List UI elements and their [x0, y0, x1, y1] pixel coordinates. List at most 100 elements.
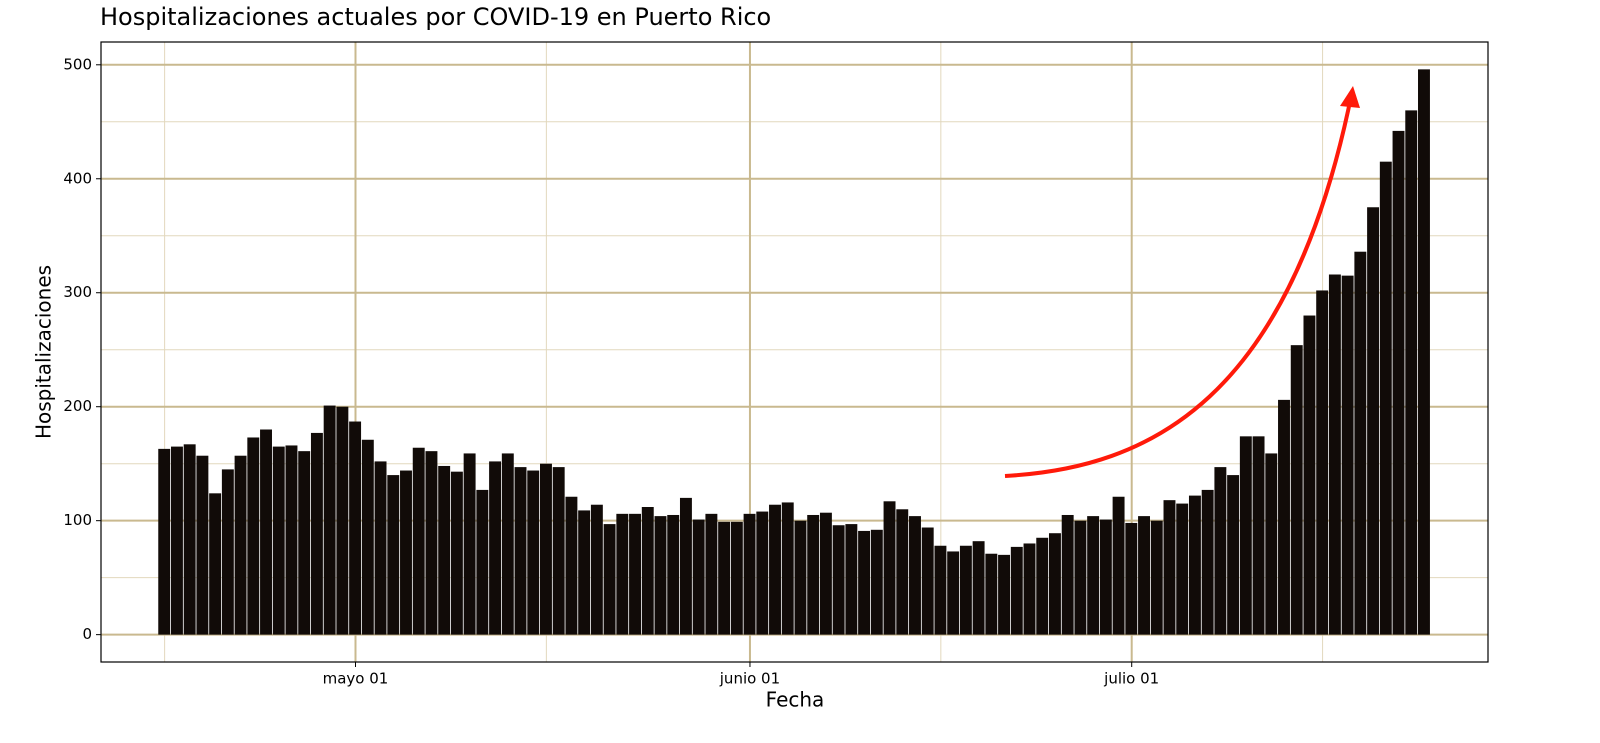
x-tick-label: julio 01 — [1103, 670, 1159, 688]
bar — [743, 513, 756, 635]
bar — [285, 445, 298, 635]
bar — [400, 470, 412, 635]
bar — [247, 437, 260, 635]
bar — [896, 509, 909, 635]
bar — [972, 541, 985, 635]
bar — [209, 493, 222, 635]
bar — [921, 527, 934, 635]
bar — [1048, 533, 1061, 635]
bar — [1367, 207, 1380, 635]
bar — [323, 405, 336, 635]
bar — [1239, 436, 1252, 635]
bar — [1188, 495, 1201, 635]
bar — [1316, 290, 1329, 635]
bar — [692, 519, 705, 635]
bar — [412, 447, 425, 635]
bar — [234, 455, 247, 635]
bar — [552, 467, 565, 635]
bar — [1163, 500, 1176, 635]
bar — [425, 451, 438, 635]
bar — [705, 513, 718, 635]
bar — [1061, 514, 1074, 635]
bar — [1125, 522, 1138, 635]
bar — [1392, 130, 1405, 635]
bar — [718, 521, 731, 635]
bar — [998, 554, 1011, 635]
bar — [170, 446, 183, 635]
bar — [565, 496, 578, 635]
bar — [819, 512, 832, 635]
bar — [794, 520, 807, 635]
bar — [476, 489, 489, 635]
y-tick-label: 200 — [63, 397, 92, 415]
bar — [985, 553, 998, 635]
bar — [1418, 69, 1430, 635]
bar — [1328, 274, 1341, 635]
bar — [1150, 520, 1163, 635]
x-tick-label: junio 01 — [719, 670, 780, 688]
bar — [629, 513, 642, 635]
bar — [654, 516, 667, 635]
bar — [1405, 110, 1418, 635]
bar — [514, 467, 527, 635]
bar — [298, 451, 311, 635]
bar — [807, 514, 820, 635]
bar — [1303, 315, 1316, 635]
bar — [336, 406, 349, 635]
bar — [730, 521, 743, 635]
bar — [1036, 537, 1049, 635]
chart-title: Hospitalizaciones actuales por COVID-19 … — [100, 3, 771, 31]
bar — [221, 469, 234, 635]
bar — [947, 551, 960, 635]
bar — [679, 497, 692, 635]
bar — [361, 439, 374, 635]
bar — [183, 444, 196, 635]
plot-frame — [100, 41, 1489, 663]
bar — [832, 525, 845, 635]
bar — [1112, 496, 1125, 635]
bar — [845, 524, 858, 635]
bar — [1138, 516, 1150, 635]
bar — [489, 461, 502, 635]
bar — [1214, 467, 1227, 635]
bar — [527, 470, 540, 635]
bars — [158, 69, 1430, 635]
bar — [1379, 161, 1392, 635]
bar — [934, 545, 947, 635]
y-tick-label: 300 — [63, 283, 92, 301]
bar — [959, 545, 972, 635]
bar — [158, 448, 171, 635]
bar — [883, 501, 896, 635]
y-tick-label: 100 — [63, 511, 92, 529]
bar — [1341, 275, 1354, 635]
bar — [616, 513, 629, 635]
bar — [1087, 516, 1100, 635]
bar — [909, 516, 921, 635]
bar — [1252, 436, 1265, 635]
bar — [641, 507, 654, 635]
bar — [1010, 546, 1023, 635]
bar — [1227, 475, 1240, 635]
bar — [667, 514, 680, 635]
bar — [1265, 453, 1278, 635]
x-axis-label: Fecha — [766, 688, 825, 712]
bar — [1074, 520, 1087, 635]
bar — [578, 510, 591, 635]
bar — [1290, 345, 1303, 635]
bar — [858, 530, 871, 635]
bar — [756, 511, 769, 635]
bar — [450, 471, 463, 635]
bar — [438, 465, 451, 635]
y-tick-label: 400 — [63, 169, 92, 187]
bar — [1201, 489, 1214, 635]
bar — [781, 502, 794, 635]
bar — [590, 504, 603, 635]
bar — [387, 475, 400, 635]
bar — [501, 453, 514, 635]
bar — [1099, 519, 1112, 635]
bar — [463, 453, 476, 635]
bar — [603, 524, 616, 635]
bar — [1176, 503, 1189, 635]
